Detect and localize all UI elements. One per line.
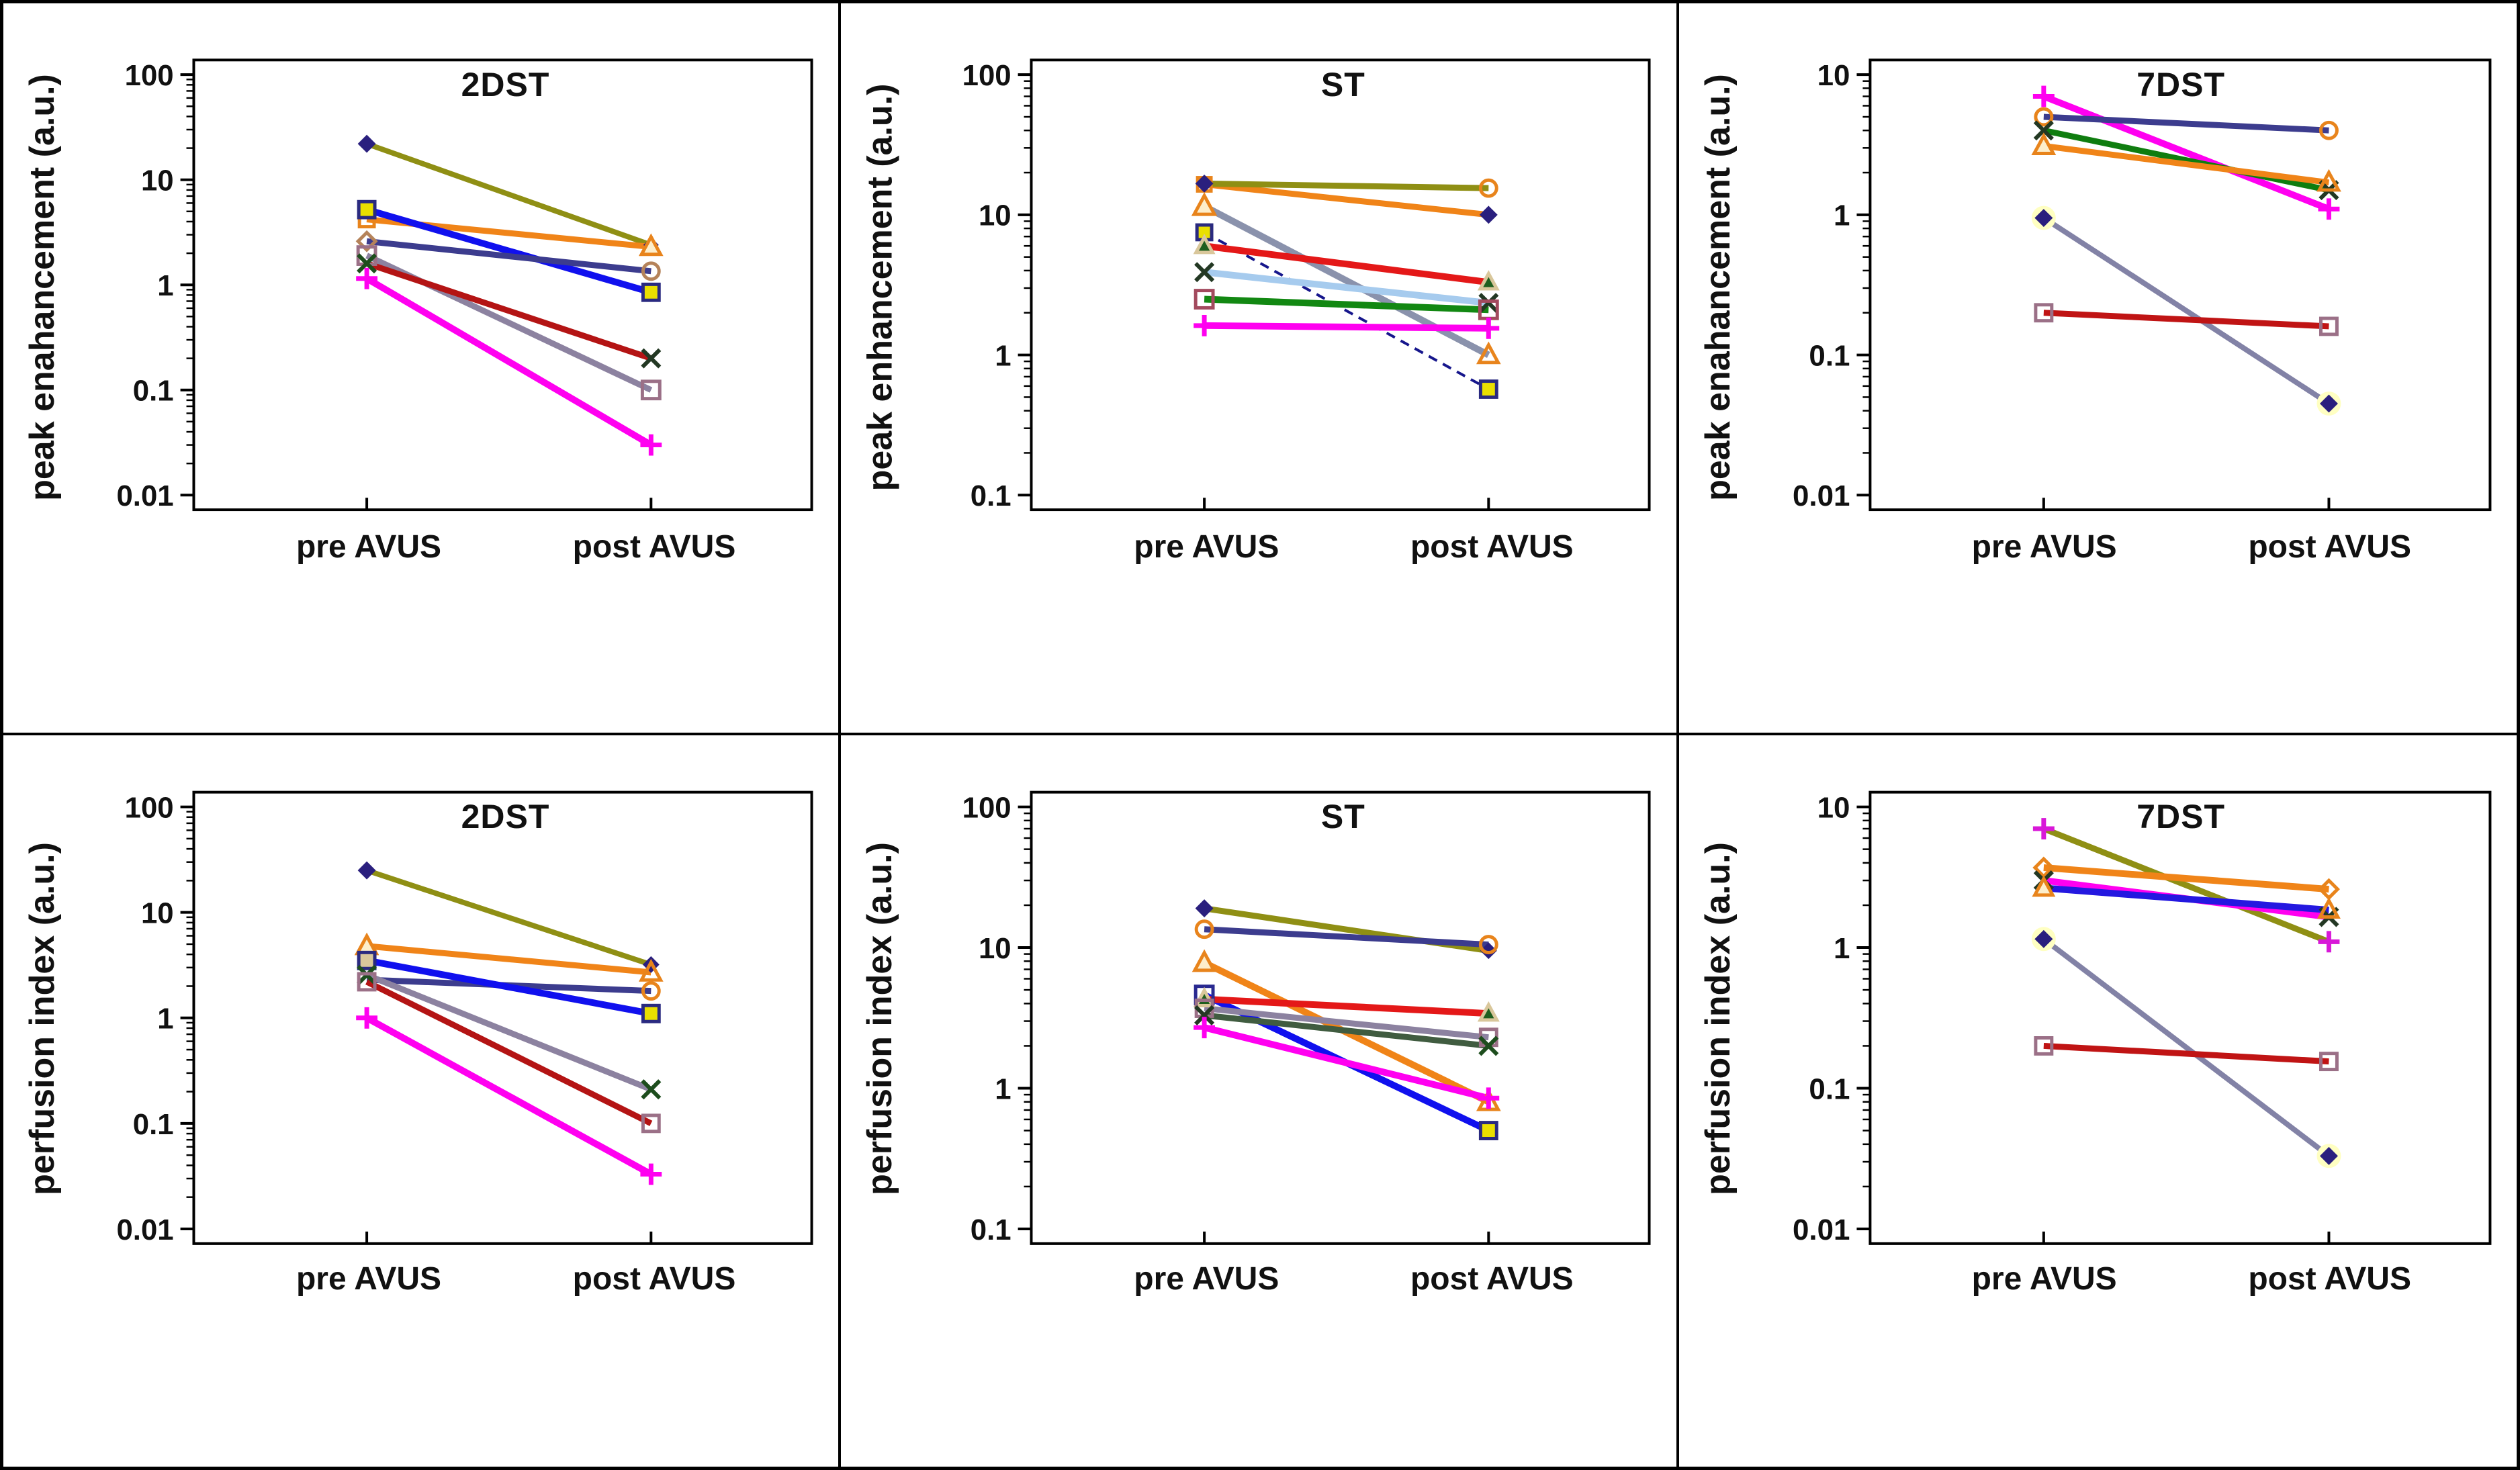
x-tick-label-post: post AVUS	[1410, 1260, 1574, 1297]
chart-canvas: 100 10 1 0.1	[962, 58, 1651, 512]
svg-text:10: 10	[141, 897, 174, 929]
panel-perfusion-st: 100 10 1 0.1 ST perfusion index (a.u.) pre …	[841, 735, 1679, 1467]
svg-text:0.1: 0.1	[133, 375, 174, 408]
x-tick-label-post: post AVUS	[2248, 1260, 2411, 1297]
svg-text:100: 100	[962, 791, 1011, 824]
x-tick-label-pre: pre AVUS	[296, 1260, 442, 1297]
chart-title: ST	[1320, 797, 1365, 835]
y-axis-label: perfusion index (a.u.)	[860, 842, 900, 1195]
x-tick-label-post: post AVUS	[2248, 529, 2411, 565]
chart-title: 2DST	[461, 66, 550, 103]
svg-text:10: 10	[979, 199, 1011, 232]
y-axis-label: perfusion index (a.u.)	[23, 842, 62, 1195]
panel-peak-7dst: 10 1 0.1 0.01 7DST peak enahancement (a.u.)…	[1678, 3, 2517, 735]
svg-text:0.01: 0.01	[1793, 1213, 1850, 1246]
chart-canvas: 10 1 0.1 0.01	[1793, 790, 2492, 1246]
chart-canvas: 100 10 1 0.1 0.01	[116, 790, 813, 1246]
svg-text:10: 10	[1817, 59, 1850, 92]
chart-canvas: 100 10 1 0.1	[962, 790, 1651, 1246]
panel-peak-st: 100 10 1 0.1 ST peak enhancement (a.u.) pre…	[841, 3, 1679, 735]
x-tick-label-pre: pre AVUS	[1134, 529, 1279, 565]
y-axis-label: peak enahancement (a.u.)	[23, 73, 62, 501]
svg-text:1: 1	[1834, 199, 1850, 232]
x-tick-label-post: post AVUS	[572, 529, 736, 565]
x-tick-label-post: post AVUS	[1410, 529, 1574, 565]
panel-perfusion-2dst: 100 10 1 0.1 0.01 2DST perfusion index (a.u.…	[3, 735, 842, 1467]
x-tick-label-pre: pre AVUS	[1971, 1260, 2117, 1297]
svg-text:1: 1	[157, 269, 173, 302]
svg-text:0.1: 0.1	[133, 1107, 174, 1140]
svg-text:1: 1	[995, 339, 1011, 372]
svg-text:10: 10	[979, 931, 1011, 964]
y-axis-label: peak enahancement (a.u.)	[1698, 73, 1738, 501]
svg-text:10: 10	[141, 165, 174, 197]
x-tick-label-pre: pre AVUS	[1971, 529, 2117, 565]
y-axis-label: peak enhancement (a.u.)	[860, 83, 900, 491]
svg-text:0.01: 0.01	[116, 1213, 173, 1246]
chart-title: 7DST	[2136, 66, 2226, 103]
svg-text:0.1: 0.1	[971, 479, 1011, 512]
svg-text:1: 1	[157, 1002, 173, 1035]
svg-text:100: 100	[962, 59, 1011, 92]
svg-text:0.1: 0.1	[971, 1213, 1011, 1246]
svg-text:1: 1	[1834, 932, 1850, 965]
panel-perfusion-7dst: 10 1 0.1 0.01 7DST perfusion index (a.u.) p…	[1678, 735, 2517, 1467]
svg-text:100: 100	[125, 59, 174, 92]
svg-text:0.01: 0.01	[1793, 479, 1850, 512]
svg-text:0.1: 0.1	[1809, 1072, 1850, 1105]
y-axis-label: perfusion index (a.u.)	[1698, 842, 1738, 1195]
x-tick-label-pre: pre AVUS	[1134, 1260, 1279, 1297]
chart-canvas: 100 10 1 0.1 0.01	[116, 58, 813, 512]
chart-canvas: 10 1 0.1 0.01	[1793, 58, 2492, 512]
chart-title: ST	[1320, 66, 1365, 103]
chart-title: 7DST	[2136, 797, 2226, 835]
svg-text:1: 1	[995, 1072, 1011, 1105]
svg-text:0.1: 0.1	[1809, 340, 1850, 373]
chart-title: 2DST	[461, 797, 550, 835]
svg-text:10: 10	[1817, 791, 1850, 824]
x-tick-label-post: post AVUS	[572, 1260, 736, 1297]
svg-text:100: 100	[125, 791, 174, 824]
x-tick-label-pre: pre AVUS	[296, 529, 442, 565]
panel-peak-2dst: 100 10 1 0.1 0.01 2DST peak enahancement (a.…	[3, 3, 842, 735]
svg-text:0.01: 0.01	[116, 479, 173, 512]
